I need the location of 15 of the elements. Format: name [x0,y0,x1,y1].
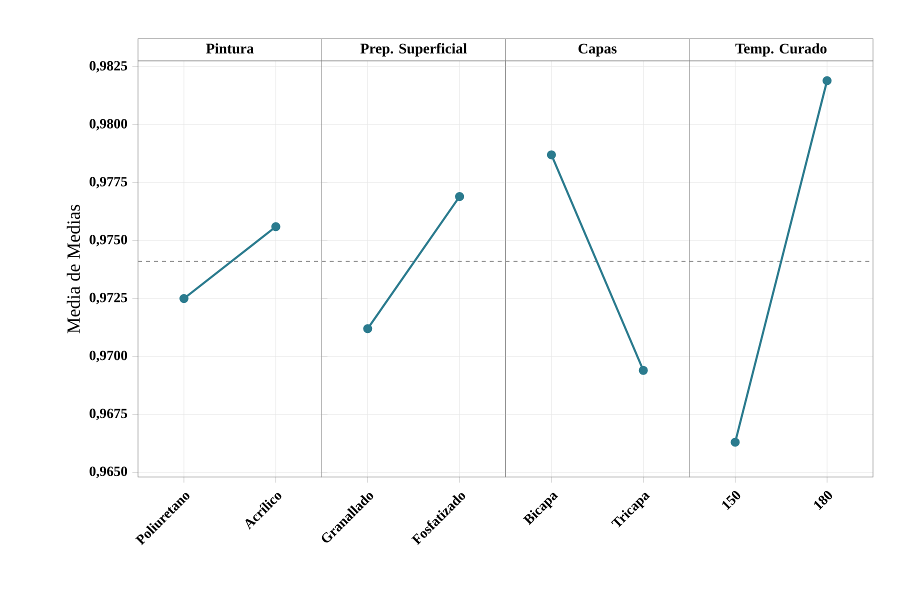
y-axis-title: Media de Medias [66,204,80,334]
y-tick-label: 0,9825 [90,61,128,73]
x-tick-label: 180 [814,491,832,510]
chart-title: Temp. Curado [735,43,827,57]
y-tick-label: 0,9650 [90,466,128,478]
chart-title: Pintura [206,43,254,54]
y-tick-label: 0,9725 [90,292,128,304]
y-tick-label: 0,9775 [90,176,128,188]
x-tick-label: 150 [722,491,740,510]
y-tick-label: 0,9675 [90,408,128,420]
y-tick-label: 0,9800 [90,118,128,130]
chart-title: Prep. Superficial [360,43,467,57]
chart-title: Capas [578,44,617,57]
y-tick-label: 0,9750 [90,234,128,246]
y-tick-label: 0,9700 [90,350,128,362]
